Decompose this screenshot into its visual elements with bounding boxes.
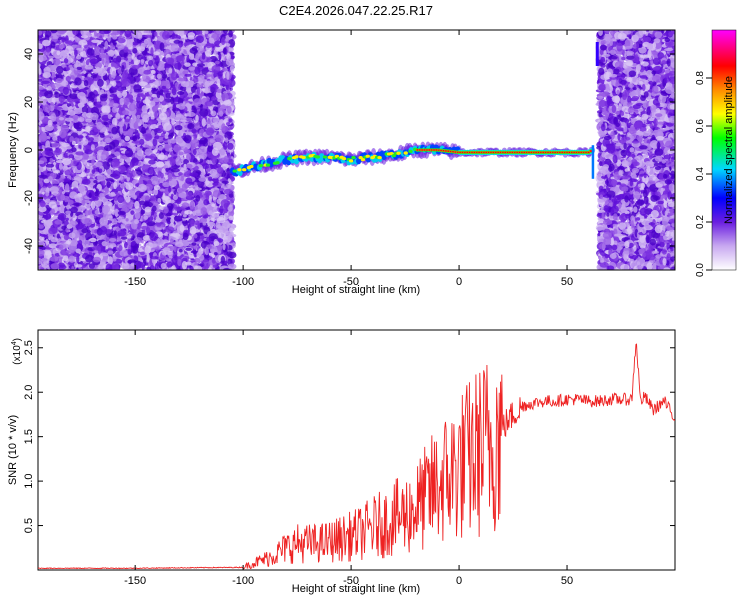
figure-title: C2E4.2026.047.22.25.R17 <box>279 3 433 18</box>
spectrogram-plot-area <box>38 30 675 270</box>
spectrogram-noise-blobs <box>38 30 675 270</box>
